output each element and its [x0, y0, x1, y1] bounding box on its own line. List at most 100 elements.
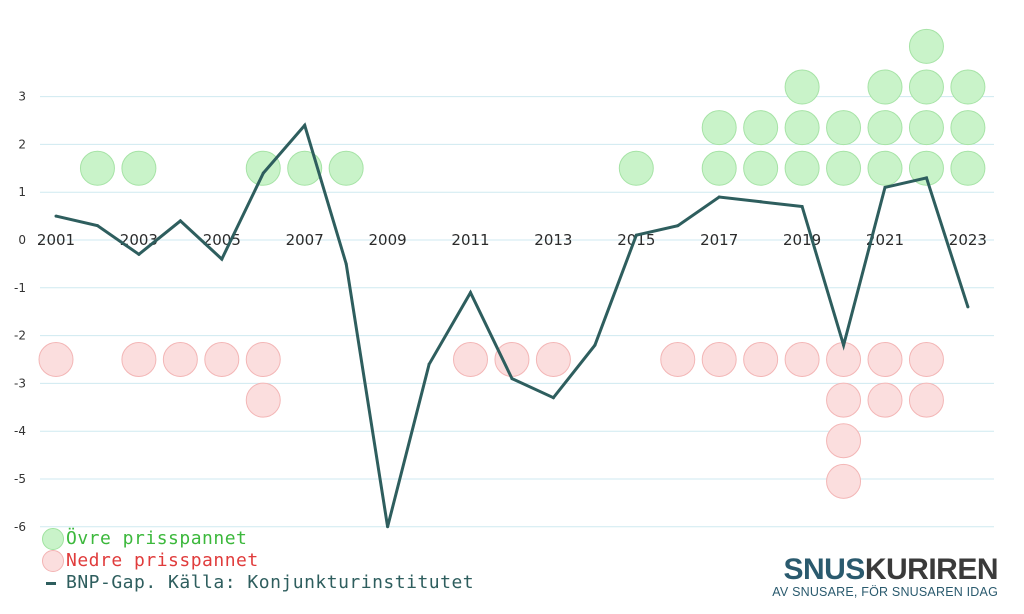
legend-line-label: BNP-Gap. Källa: Konjunkturinstitutet	[66, 572, 475, 593]
legend: Övre prisspannet Nedre prisspannet BNP-G…	[42, 528, 474, 594]
bnp-gap-point	[178, 219, 182, 223]
bnp-gap-point	[427, 362, 431, 366]
bnp-gap-point	[842, 343, 846, 347]
upper-price-marker	[867, 69, 903, 105]
legend-line-marker	[46, 581, 56, 585]
x-tick-label: 2023	[949, 231, 987, 249]
lower-price-marker	[826, 382, 862, 418]
upper-price-marker	[701, 150, 737, 186]
bnp-gap-point	[386, 525, 390, 529]
price-range-markers	[38, 28, 986, 499]
upper-price-marker	[328, 150, 364, 186]
bnp-gap-point	[303, 123, 307, 127]
y-tick-label: -2	[14, 329, 26, 343]
x-tick-label: 2005	[203, 231, 241, 249]
bnp-gap-point	[676, 224, 680, 228]
upper-price-marker	[950, 150, 986, 186]
bnp-gap-point	[924, 176, 928, 180]
upper-price-marker	[950, 110, 986, 146]
lower-price-marker	[784, 342, 820, 377]
upper-price-marker	[701, 110, 737, 146]
lower-price-marker	[494, 342, 530, 377]
y-tick-label: 1	[18, 185, 26, 199]
x-tick-label: 2003	[120, 231, 158, 249]
brand: SNUSKURIREN AV SNUSARE, FÖR SNUSAREN IDA…	[772, 555, 998, 600]
y-tick-label: 3	[18, 90, 26, 104]
x-tick-label: 2009	[369, 231, 407, 249]
y-tick-label: 0	[18, 233, 26, 247]
lower-price-marker	[867, 382, 903, 418]
bnp-gap-point	[551, 396, 555, 400]
y-tick-label: -5	[14, 472, 26, 486]
y-tick-label: 2	[18, 137, 26, 151]
upper-price-marker	[908, 110, 944, 146]
bnp-gap-line	[55, 122, 970, 528]
lower-price-marker	[245, 382, 281, 418]
brand-logo: SNUSKURIREN	[772, 555, 998, 585]
bnp-gap-point	[883, 185, 887, 189]
legend-line: BNP-Gap. Källa: Konjunkturinstitutet	[42, 572, 474, 594]
legend-lower-marker	[42, 550, 64, 572]
bnp-gap-points	[54, 123, 970, 529]
x-tick-label: 2021	[866, 231, 904, 249]
upper-price-marker	[826, 110, 862, 146]
bnp-gap-point	[344, 262, 348, 266]
upper-price-marker	[908, 69, 944, 105]
lower-price-marker	[453, 342, 488, 377]
brand-logo-part1: SNUS	[783, 553, 865, 586]
legend-upper-label: Övre prisspannet	[66, 528, 248, 549]
legend-upper-marker	[42, 528, 64, 550]
upper-price-marker	[867, 150, 903, 186]
y-tick-labels: 3 2 1 0 -1 -2 -3 -4 -5 -6	[14, 90, 26, 534]
upper-price-marker	[826, 150, 862, 186]
x-tick-label: 2011	[451, 231, 489, 249]
bnp-gap-point	[54, 214, 58, 218]
lower-price-marker	[245, 342, 281, 377]
upper-price-marker	[743, 150, 779, 186]
y-tick-label: -3	[14, 376, 26, 390]
upper-price-marker	[245, 150, 281, 186]
x-tick-labels: 2001 2003 2005 2007 2009 2011 2013 2015 2017 2019…	[37, 231, 987, 249]
lower-price-marker	[204, 342, 240, 377]
lower-price-marker	[162, 342, 198, 377]
bnp-gap-point	[469, 291, 472, 295]
brand-tagline: AV SNUSARE, FÖR SNUSAREN IDAG	[772, 585, 998, 599]
brand-logo-part2: KURIREN	[864, 553, 999, 586]
lower-price-marker	[908, 342, 944, 377]
bnp-gap-point	[593, 343, 597, 347]
upper-price-marker	[950, 69, 986, 105]
x-tick-label: 2007	[286, 231, 324, 249]
y-tick-label: -1	[14, 281, 26, 295]
lower-price-marker	[826, 423, 862, 459]
bnp-gap-point	[717, 195, 721, 199]
bnp-gap-point	[261, 171, 265, 175]
bnp-gap-point	[634, 233, 638, 237]
lower-price-marker	[701, 342, 737, 377]
lower-price-marker	[660, 342, 696, 377]
lower-price-marker	[38, 342, 74, 377]
upper-price-marker	[287, 150, 323, 186]
upper-price-marker	[743, 110, 779, 146]
x-tick-label: 2001	[37, 231, 75, 249]
legend-lower: Nedre prisspannet	[42, 550, 474, 572]
upper-price-marker	[908, 150, 944, 186]
bnp-gap-point	[220, 257, 224, 261]
upper-price-marker	[121, 150, 157, 186]
bnp-gap-point	[95, 224, 99, 228]
upper-price-marker	[618, 150, 654, 186]
y-tick-label: -6	[14, 520, 26, 534]
legend-upper: Övre prisspannet	[42, 528, 474, 550]
bnp-gap-point	[137, 252, 141, 256]
lower-price-marker	[867, 342, 903, 377]
upper-price-marker	[784, 110, 820, 146]
x-tick-label: 2017	[700, 231, 738, 249]
bnp-gap-point	[759, 200, 763, 204]
x-tick-label: 2015	[617, 231, 655, 249]
bnp-gap-point	[966, 305, 970, 309]
lower-price-marker	[121, 342, 157, 377]
lower-price-marker	[743, 342, 779, 377]
lower-price-marker	[535, 342, 571, 377]
y-tick-label: -4	[14, 424, 26, 438]
legend-lower-label: Nedre prisspannet	[66, 550, 259, 571]
